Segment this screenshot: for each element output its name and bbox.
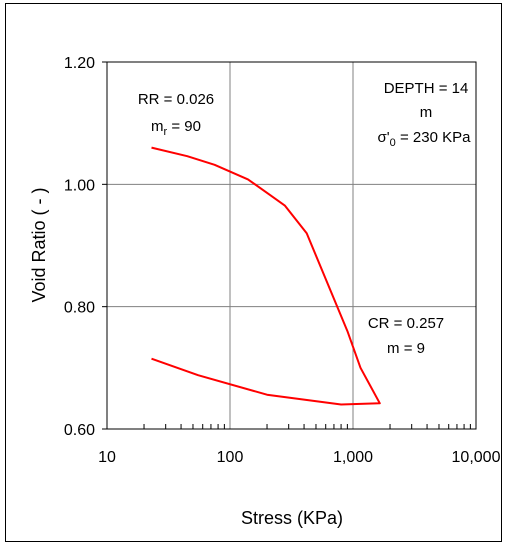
tick-labels: 10 100 1,000 10,000 0.60 0.80 1.00 1.20 (64, 55, 501, 466)
rr-label: RR = 0.026 (138, 91, 214, 108)
void-ratio-series-line (151, 146, 381, 406)
x-axis-label: Stress (KPa) (241, 508, 343, 528)
data-series (151, 146, 381, 406)
cr-label: CR = 0.257 (368, 315, 444, 332)
y-tick-label: 0.80 (64, 300, 95, 317)
mr-label: mr = 90 (151, 118, 201, 138)
y-tick-label: 1.00 (64, 177, 95, 194)
depth-label: DEPTH = 14 (384, 80, 469, 97)
m-label: m = 9 (387, 340, 425, 357)
chart-frame (5, 3, 502, 542)
y-tick-label: 0.60 (64, 422, 95, 439)
x-minor-ticks (102, 61, 471, 430)
x-tick-label: 1,000 (333, 449, 373, 466)
x-tick-label: 10 (98, 449, 116, 466)
y-tick-label: 1.20 (64, 55, 95, 72)
plot-area-border (106, 61, 477, 430)
depth-unit-label: m (420, 104, 433, 121)
x-tick-label: 10,000 (452, 449, 501, 466)
gridlines (107, 62, 476, 429)
sigma-label: σ'0 = 230 KPa (378, 129, 472, 149)
x-tick-label: 100 (217, 449, 244, 466)
y-axis-label: Void Ratio ( - ) (29, 187, 49, 302)
